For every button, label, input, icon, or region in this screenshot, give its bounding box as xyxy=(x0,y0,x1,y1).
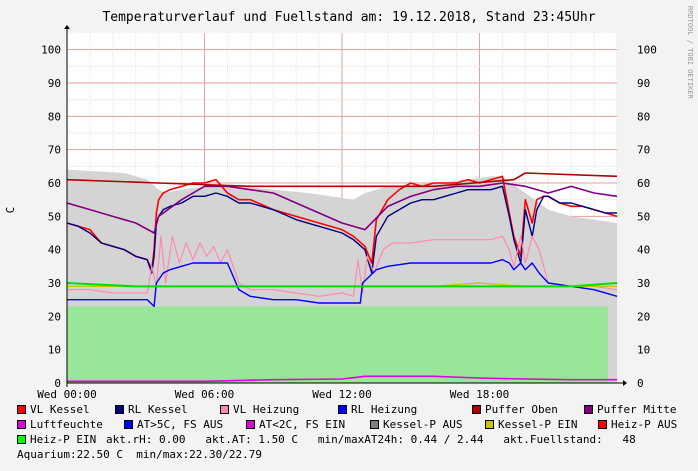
y-tick-label: 0 xyxy=(54,377,61,390)
y-tick-label: 50 xyxy=(48,210,61,223)
y-tick-label: 20 xyxy=(48,310,61,323)
legend-swatch xyxy=(17,435,26,444)
legend-label: Kessel-P AUS xyxy=(383,418,463,431)
legend-swatch xyxy=(246,420,255,429)
y-tick-label-right: 70 xyxy=(637,144,650,157)
x-tick-label: Wed 00:00 xyxy=(37,388,97,400)
legend-label: Kessel-P EIN xyxy=(498,418,578,431)
series-lines xyxy=(66,172,618,383)
y-tick-label-right: 50 xyxy=(637,210,650,223)
y-tick-label: 40 xyxy=(48,244,61,257)
legend-label: Puffer Mitte xyxy=(597,403,677,416)
y-axis-label: C xyxy=(4,207,17,214)
y-tick-label: 30 xyxy=(48,277,61,290)
legend-row-3: Heiz-P EIN akt.rH: 0.00 akt.AT: 1.50 C m… xyxy=(0,432,636,447)
legend-swatch xyxy=(115,405,124,414)
series-puffer-mitte xyxy=(66,182,618,234)
x-tick-label: Wed 06:00 xyxy=(175,388,235,400)
chart-canvas: Temperaturverlauf und Fuellstand am: 19.… xyxy=(4,6,694,400)
legend-swatch xyxy=(124,420,133,429)
legend-label: Puffer Oben xyxy=(485,403,558,416)
chart-title: Temperaturverlauf und Fuellstand am: 19.… xyxy=(102,10,595,25)
legend-row-1: VL Kessel RL Kessel VL Heizung RL Heizun… xyxy=(0,402,676,417)
series-luftfeuchte xyxy=(67,375,617,383)
series-vl-heizung xyxy=(67,235,618,297)
y-tick-label: 60 xyxy=(48,177,61,190)
y-tick-label-right: 60 xyxy=(637,177,650,190)
x-tick-label: Wed 12:00 xyxy=(312,388,372,400)
y-tick-label: 90 xyxy=(48,77,61,90)
y-axis-arrow xyxy=(64,25,70,29)
legend-label: AT<2C, FS EIN xyxy=(259,418,346,431)
y-tick-label-right: 40 xyxy=(637,244,650,257)
legend-label: Heiz-P EIN xyxy=(30,433,97,446)
series-rl-kessel xyxy=(66,185,617,274)
legend-swatch xyxy=(584,405,593,414)
legend-label: AT>5C, FS AUS xyxy=(137,418,224,431)
y-tick-label: 80 xyxy=(48,110,61,123)
legend-label: RL Kessel xyxy=(128,403,188,416)
legend-row-2: Luftfeuchte AT>5C, FS AUS AT<2C, FS EIN … xyxy=(0,417,677,432)
watermark: RRDTOOL / TOBI OETIKER xyxy=(686,6,694,100)
y-tick-label: 100 xyxy=(41,44,61,57)
y-tick-label-right: 10 xyxy=(637,344,650,357)
legend-label: RL Heizung xyxy=(351,403,418,416)
status-line: akt.rH: 0.00 akt.AT: 1.50 C min/maxAT24h… xyxy=(106,433,636,446)
y-tick-label-right: 90 xyxy=(637,77,650,90)
legend-swatch xyxy=(472,405,481,414)
area-heiz-p-ein xyxy=(67,306,608,383)
footer-line: Aquarium:22.50 C min/max:22.30/22.79 xyxy=(17,448,263,461)
legend-label: Luftfeuchte xyxy=(30,418,103,431)
y-tick-label-right: 80 xyxy=(637,110,650,123)
x-axis-arrow xyxy=(623,380,627,386)
y-tick-label-right: 20 xyxy=(637,310,650,323)
legend-swatch xyxy=(370,420,379,429)
series-rl-heizung xyxy=(67,258,618,308)
x-tick-label: Wed 18:00 xyxy=(450,388,510,400)
y-tick-label-right: 100 xyxy=(637,44,657,57)
series-puffer-oben xyxy=(66,172,618,188)
y-tick-label: 10 xyxy=(48,344,61,357)
y-tick-label-right: 0 xyxy=(637,377,644,390)
y-tick-label: 70 xyxy=(48,144,61,157)
legend-swatch xyxy=(485,420,494,429)
legend-swatch xyxy=(17,405,26,414)
areas xyxy=(67,169,617,383)
legend-label: VL Kessel xyxy=(30,403,90,416)
y-tick-label-right: 30 xyxy=(637,277,650,290)
legend-swatch xyxy=(220,405,229,414)
legend-label: VL Heizung xyxy=(233,403,300,416)
legend-swatch xyxy=(338,405,347,414)
legend-label: Heiz-P AUS xyxy=(611,418,678,431)
legend-row-4: Aquarium:22.50 C min/max:22.30/22.79 xyxy=(0,447,262,462)
legend-swatch xyxy=(598,420,607,429)
legend-swatch xyxy=(17,420,26,429)
series-heiz-p-ein xyxy=(66,282,618,288)
axes: 0 0 10 10 20 20 30 30 40 40 50 50 60 60 70 70 80 80 90 90 10… xyxy=(37,25,657,400)
